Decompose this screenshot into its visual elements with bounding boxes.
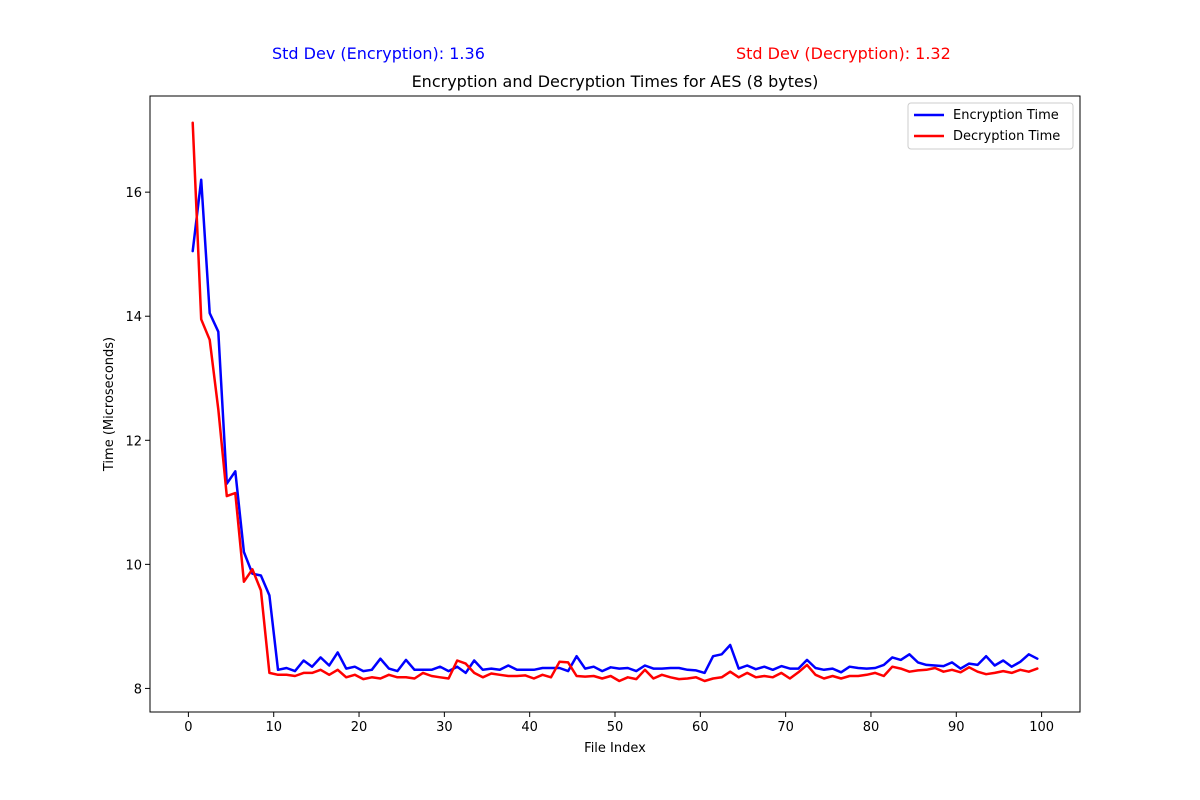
legend: Encryption Time Decryption Time [907, 102, 1074, 150]
y-tick-label: 8 [134, 682, 142, 697]
x-axis-label: File Index [584, 741, 646, 756]
x-tick-label: 80 [863, 720, 880, 735]
y-tick-label: 12 [125, 434, 142, 449]
legend-label-decryption: Decryption Time [953, 129, 1060, 144]
x-tick-label: 50 [607, 720, 624, 735]
decryption-time-line [191, 121, 1039, 683]
chart-title: Encryption and Decryption Times for AES … [411, 72, 819, 91]
encryption-time-line [191, 178, 1039, 675]
y-axis-label: Time (Microseconds) [102, 337, 117, 472]
std-dev-decryption-label: Std Dev (Decryption): 1.32 [736, 44, 951, 63]
x-tick-label: 60 [692, 720, 709, 735]
x-tick-label: 40 [521, 720, 538, 735]
y-tick-label: 14 [125, 310, 142, 325]
x-tick-label: 90 [948, 720, 965, 735]
x-tick-label: 30 [436, 720, 453, 735]
legend-label-encryption: Encryption Time [953, 108, 1059, 123]
x-tick-label: 70 [777, 720, 794, 735]
std-dev-encryption-label: Std Dev (Encryption): 1.36 [272, 44, 485, 63]
x-tick-label: 20 [351, 720, 368, 735]
y-tick-label: 16 [125, 186, 142, 201]
x-tick-label: 0 [184, 720, 192, 735]
plot-area [149, 95, 1081, 713]
y-axis-ticks: 8 10 12 14 16 [125, 186, 150, 697]
x-tick-label: 10 [265, 720, 282, 735]
y-tick-label: 10 [125, 558, 142, 573]
series-lines [191, 121, 1039, 683]
x-tick-label: 100 [1029, 720, 1054, 735]
legend-box [907, 102, 1074, 150]
x-axis-ticks: 0 10 20 30 40 50 60 70 80 90 100 [184, 712, 1054, 735]
